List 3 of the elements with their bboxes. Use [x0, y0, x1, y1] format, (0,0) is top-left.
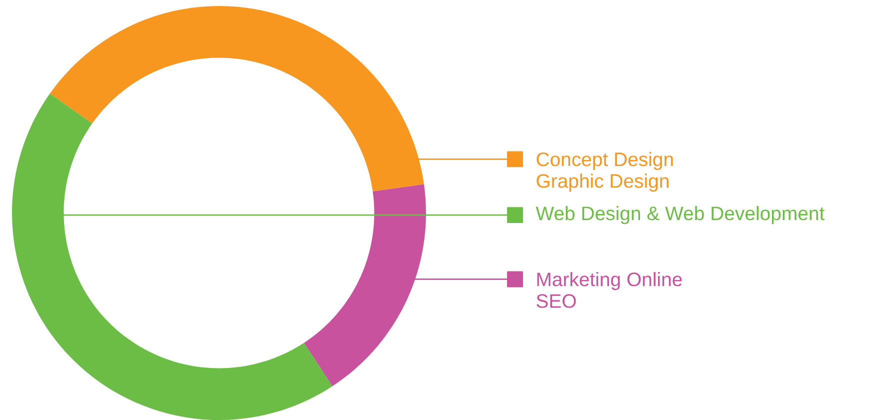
legend-label: Marketing Online SEO	[536, 272, 682, 308]
legend-label: Concept Design Graphic Design	[536, 152, 673, 192]
legend-label: Web Design & Web Development	[536, 206, 825, 224]
